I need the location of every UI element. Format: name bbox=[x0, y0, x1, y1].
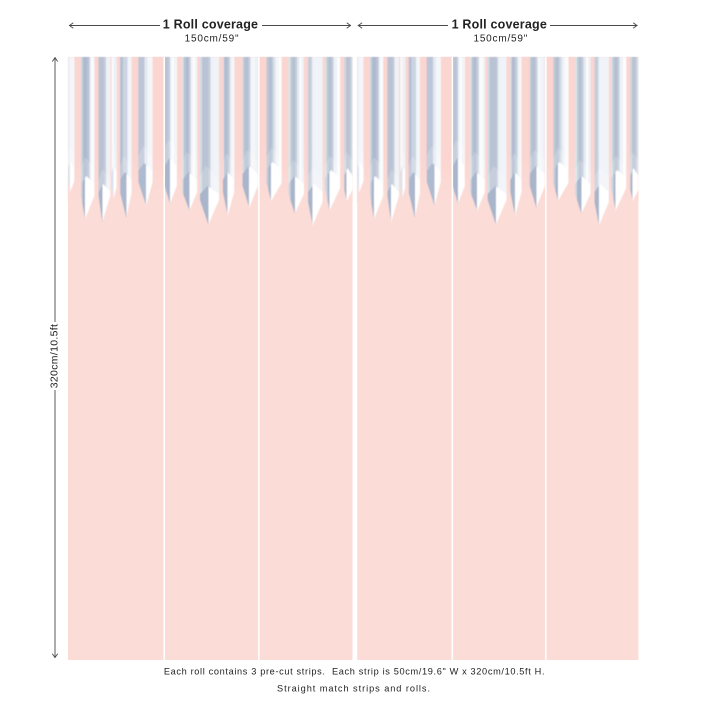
svg-text:Straight match strips and roll: Straight match strips and rolls. bbox=[277, 683, 431, 693]
svg-text:150cm/59": 150cm/59" bbox=[473, 33, 528, 44]
svg-text:Each roll contains 3 pre-cut s: Each roll contains 3 pre-cut strips. Eac… bbox=[164, 666, 545, 676]
svg-text:1 Roll coverage: 1 Roll coverage bbox=[163, 17, 258, 31]
svg-text:150cm/59": 150cm/59" bbox=[185, 33, 240, 44]
svg-text:320cm/10.5ft: 320cm/10.5ft bbox=[49, 324, 61, 389]
svg-text:1 Roll coverage: 1 Roll coverage bbox=[452, 17, 547, 31]
